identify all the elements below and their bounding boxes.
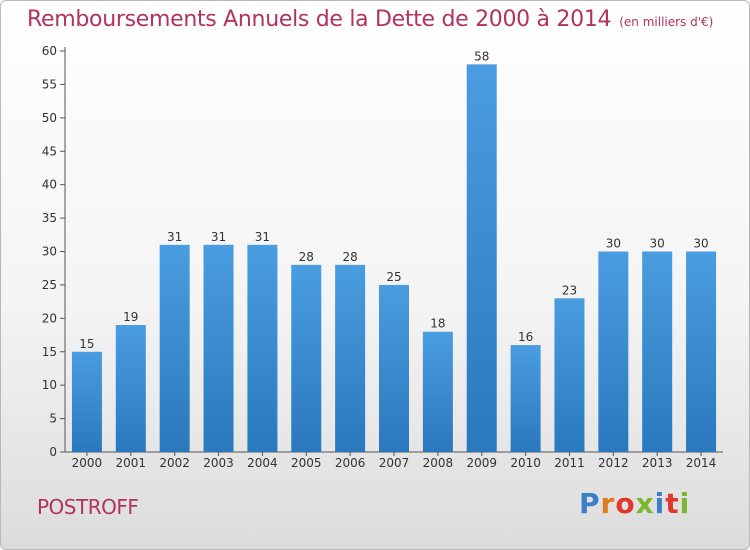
- bar: [510, 345, 541, 452]
- proxiti-logo: Proxiti: [579, 487, 690, 520]
- bar-value-label: 15: [79, 337, 94, 351]
- x-tick-label: 2001: [116, 456, 147, 470]
- x-tick-label: 2005: [291, 456, 322, 470]
- bar-value-label: 18: [430, 317, 445, 331]
- x-tick-label: 2004: [247, 456, 278, 470]
- chart-title: Remboursements Annuels de la Dette de 20…: [27, 7, 713, 32]
- bar-value-label: 31: [255, 230, 270, 244]
- bar: [159, 244, 190, 452]
- x-tick-label: 2007: [379, 456, 410, 470]
- x-tick-label: 2006: [335, 456, 366, 470]
- x-tick-label: 2010: [510, 456, 541, 470]
- bar: [686, 251, 717, 452]
- y-tick-label: 15: [42, 345, 57, 359]
- logo-letter: i: [654, 487, 666, 520]
- bar-value-label: 23: [562, 283, 577, 297]
- x-tick-label: 2009: [466, 456, 497, 470]
- bar: [379, 284, 409, 452]
- logo-letter: o: [615, 487, 636, 520]
- x-tick-label: 2012: [598, 456, 629, 470]
- y-tick-label: 0: [49, 445, 57, 459]
- bar: [466, 64, 497, 452]
- y-tick-label: 50: [42, 111, 57, 125]
- bar: [554, 298, 585, 452]
- bar: [335, 264, 366, 452]
- bar-value-label: 16: [518, 330, 533, 344]
- bar-value-label: 30: [606, 237, 621, 251]
- y-tick-label: 55: [42, 77, 57, 91]
- x-tick-label: 2003: [203, 456, 234, 470]
- bar: [71, 351, 102, 452]
- bar: [598, 251, 629, 452]
- bar: [291, 264, 322, 452]
- x-tick-label: 2000: [72, 456, 103, 470]
- bar-value-label: 28: [299, 250, 314, 264]
- bar: [247, 244, 278, 452]
- commune-name: POSTROFF: [37, 495, 139, 519]
- bar-value-label: 28: [342, 250, 357, 264]
- bar-value-label: 58: [474, 49, 489, 63]
- x-tick-label: 2008: [423, 456, 454, 470]
- logo-letter: i: [679, 487, 691, 520]
- bar-value-label: 31: [211, 230, 226, 244]
- y-tick-label: 35: [42, 211, 57, 225]
- bar: [422, 331, 453, 452]
- chart-unit-note: (en milliers d'€): [619, 15, 714, 29]
- chart-title-text: Remboursements Annuels de la Dette de 20…: [27, 7, 612, 32]
- bar: [203, 244, 234, 452]
- y-tick-label: 45: [42, 144, 57, 158]
- y-tick-label: 60: [42, 44, 57, 58]
- y-tick-label: 10: [42, 378, 57, 392]
- bar: [115, 325, 146, 452]
- y-tick-label: 25: [42, 278, 57, 292]
- bar-value-label: 25: [386, 270, 401, 284]
- bar: [642, 251, 673, 452]
- y-tick-label: 30: [42, 245, 57, 259]
- x-tick-label: 2002: [159, 456, 190, 470]
- bar-value-label: 30: [650, 237, 665, 251]
- x-tick-label: 2013: [642, 456, 673, 470]
- logo-letter: r: [600, 487, 616, 520]
- x-tick-label: 2014: [686, 456, 717, 470]
- y-tick-label: 5: [49, 412, 57, 426]
- bar-value-label: 30: [693, 237, 708, 251]
- logo-letter: P: [579, 487, 601, 520]
- logo-letter: x: [635, 487, 655, 520]
- bar-value-label: 19: [123, 310, 138, 324]
- logo-letter: t: [665, 487, 680, 520]
- y-tick-label: 40: [42, 178, 57, 192]
- bar-value-label: 31: [167, 230, 182, 244]
- y-tick-label: 20: [42, 311, 57, 325]
- x-tick-label: 2011: [554, 456, 585, 470]
